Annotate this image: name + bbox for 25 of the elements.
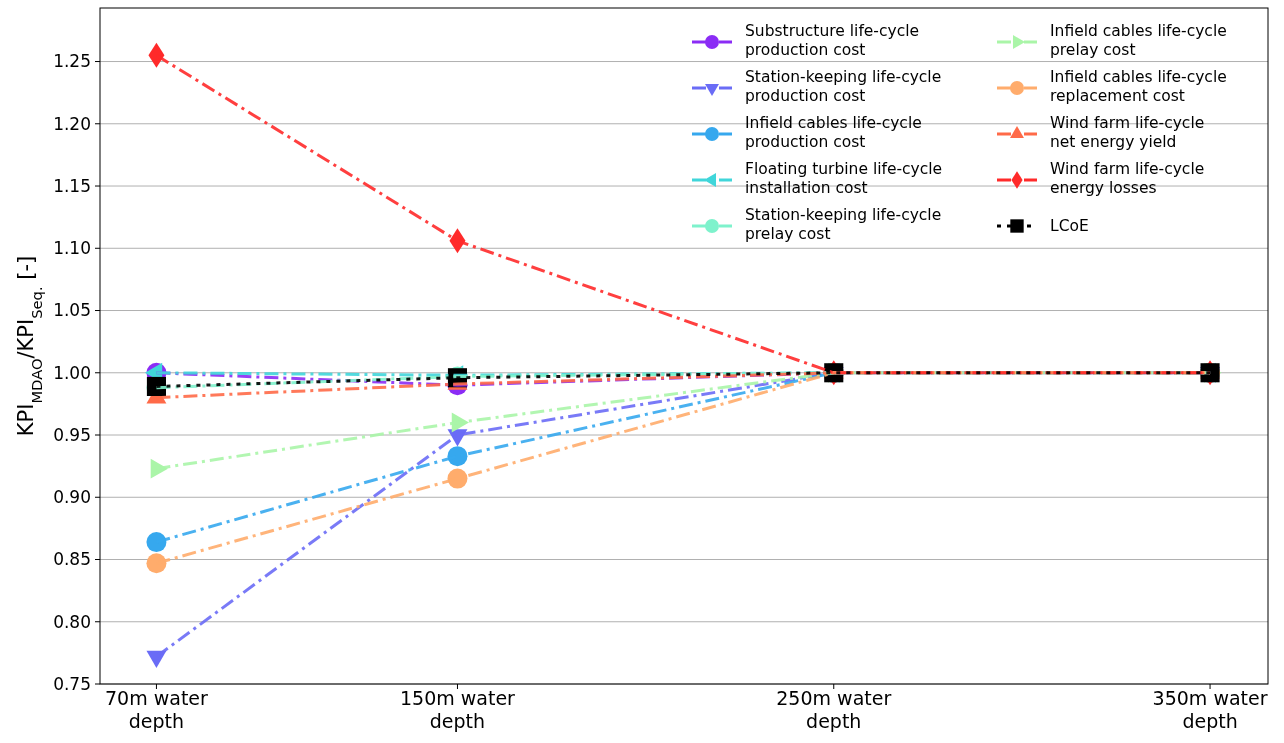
y-tick-label: 0.95 — [53, 424, 91, 445]
y-tick-label: 0.85 — [53, 549, 91, 570]
legend-label: Floating turbine life-cycle installation cost — [745, 160, 943, 197]
legend-label: Infield cables life-cycle production cost — [745, 114, 922, 151]
x-tick-label: 70m water depth — [105, 687, 209, 732]
x-tick-label: 350m water depth — [1152, 687, 1268, 732]
x-tick-label: 150m water depth — [400, 687, 516, 732]
legend-label: LCoE — [1050, 217, 1089, 235]
x-tick-label: 250m water depth — [776, 687, 892, 732]
y-tick-label: 0.90 — [53, 487, 91, 508]
legend-label: Infield cables life-cycle replacement cost — [1050, 68, 1227, 105]
y-tick-label: 0.75 — [53, 673, 91, 694]
legend-label: Substructure life-cycle production cost — [745, 22, 920, 59]
legend-label: Station-keeping life-cycle production cost — [745, 68, 942, 105]
y-tick-label: 1.05 — [53, 300, 91, 321]
legend-label: Station-keeping life-cycle prelay cost — [745, 206, 942, 243]
y-tick-label: 1.10 — [53, 238, 91, 259]
y-tick-label: 1.15 — [53, 175, 91, 196]
y-tick-label: 1.00 — [53, 362, 91, 383]
legend-label: Wind farm life-cycle energy losses — [1050, 160, 1205, 197]
legend-label: Wind farm life-cycle net energy yield — [1050, 114, 1205, 151]
y-tick-label: 1.25 — [53, 51, 91, 72]
y-tick-label: 0.80 — [53, 611, 91, 632]
legend-label: Infield cables life-cycle prelay cost — [1050, 22, 1227, 59]
y-tick-label: 1.20 — [53, 113, 91, 134]
